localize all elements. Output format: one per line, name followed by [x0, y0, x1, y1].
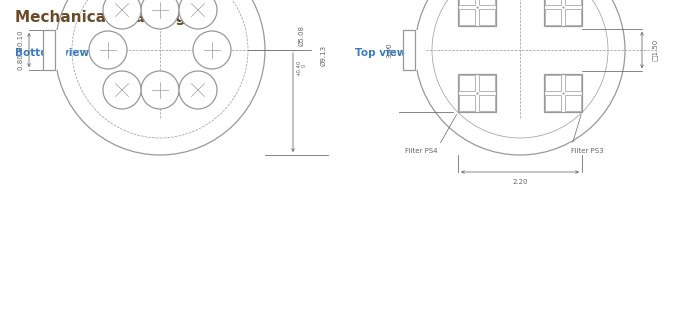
- Bar: [565, 75, 581, 91]
- Bar: [459, 9, 475, 25]
- Bar: [545, 0, 561, 5]
- Bar: [480, 95, 496, 111]
- Text: 3.40: 3.40: [386, 42, 392, 58]
- Bar: [565, 9, 581, 25]
- Text: Filter PS4: Filter PS4: [405, 114, 457, 154]
- Bar: [459, 0, 475, 5]
- Bar: [480, 9, 496, 25]
- Text: Top view: Top view: [355, 48, 406, 58]
- Circle shape: [141, 71, 179, 109]
- Circle shape: [55, 0, 265, 155]
- Bar: [458, 0, 496, 26]
- Bar: [459, 95, 475, 111]
- Bar: [565, 0, 581, 5]
- Bar: [54, 30, 66, 70]
- Text: Mechanical drawings: Mechanical drawings: [15, 10, 195, 25]
- Circle shape: [179, 0, 217, 29]
- Text: Bottom view: Bottom view: [15, 48, 89, 58]
- Circle shape: [141, 0, 179, 29]
- Bar: [480, 75, 496, 91]
- Bar: [545, 75, 561, 91]
- Text: □1.50: □1.50: [651, 39, 657, 61]
- Text: +0.40
   0: +0.40 0: [296, 60, 308, 76]
- Circle shape: [193, 31, 231, 69]
- Text: Ø5.08: Ø5.08: [299, 24, 305, 45]
- Bar: [545, 95, 561, 111]
- Bar: [458, 74, 496, 112]
- Text: Ø9.13: Ø9.13: [321, 44, 327, 65]
- Text: Filter PS3: Filter PS3: [571, 115, 603, 154]
- Text: 2.20: 2.20: [512, 179, 528, 185]
- Bar: [403, 30, 415, 70]
- Text: Filter PS2: Filter PS2: [0, 328, 1, 329]
- Bar: [480, 0, 496, 5]
- Circle shape: [103, 71, 141, 109]
- Circle shape: [89, 31, 127, 69]
- Circle shape: [103, 0, 141, 29]
- Bar: [544, 74, 582, 112]
- Bar: [565, 95, 581, 111]
- Text: Filter PS1: Filter PS1: [0, 328, 1, 329]
- Bar: [544, 0, 582, 26]
- Bar: [414, 30, 426, 70]
- Circle shape: [415, 0, 625, 155]
- Bar: [545, 9, 561, 25]
- Text: 0.80 ±0.10: 0.80 ±0.10: [18, 30, 24, 70]
- Bar: [459, 75, 475, 91]
- Bar: [43, 30, 55, 70]
- Circle shape: [179, 71, 217, 109]
